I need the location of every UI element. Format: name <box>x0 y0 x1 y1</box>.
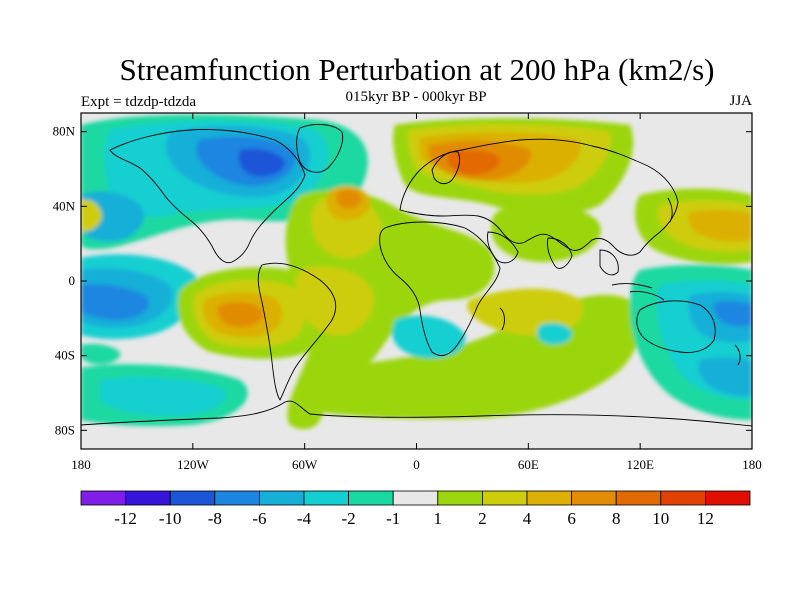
colorbar-swatch <box>303 490 349 506</box>
y-tick-label: 40N <box>53 198 76 213</box>
contour-fill <box>688 209 752 242</box>
colorbar-swatch <box>571 490 617 506</box>
coastline-new-zealand <box>734 344 741 366</box>
coastline-south-america <box>257 262 337 401</box>
colorbar-swatch <box>481 490 528 506</box>
contour-fill <box>217 302 264 328</box>
map-subtitle: 015kyr BP - 000kyr BP <box>345 89 487 105</box>
x-tick-label: 60E <box>518 457 539 472</box>
season-label: JJA <box>729 93 752 109</box>
coastline-madagascar <box>499 307 505 331</box>
contour-fill <box>698 357 752 396</box>
contour-fill <box>81 191 144 242</box>
x-tick-label: 60W <box>292 457 318 472</box>
contour-fill <box>81 343 121 365</box>
contour-fill <box>238 148 285 177</box>
coastline-india <box>547 237 573 269</box>
colorbar-swatch <box>660 490 706 506</box>
coastline-africa <box>379 221 501 356</box>
contour-fill <box>336 189 362 209</box>
colorbar-label: -12 <box>114 509 137 528</box>
colorbar-label: 4 <box>523 509 532 528</box>
colorbar-swatch <box>125 490 171 506</box>
x-axis: 180 120W 60W 0 60E 120E 180 <box>71 113 762 472</box>
colorbar-label: -6 <box>252 509 266 528</box>
colorbar-label: -2 <box>342 509 356 528</box>
colorbar-label: 6 <box>567 509 576 528</box>
colorbar-swatch <box>214 490 260 506</box>
y-axis: 80N 40N 0 40S 80S <box>53 124 752 437</box>
colorbar-swatch <box>615 490 662 506</box>
colorbar-swatch <box>437 490 483 506</box>
y-tick-label: 0 <box>69 273 76 288</box>
colorbar-swatch <box>705 490 751 506</box>
coastlines <box>81 124 752 427</box>
contour-fill <box>537 322 572 345</box>
colorbar-label: -4 <box>297 509 312 528</box>
colorbar-swatch <box>169 490 216 506</box>
x-tick-label: 120E <box>626 457 654 472</box>
contour-fill <box>81 199 102 232</box>
contour-fill <box>81 284 149 320</box>
plot-area <box>81 113 752 449</box>
coastline-scandinavia <box>431 151 461 185</box>
x-tick-label: 120W <box>177 457 210 472</box>
contour-fill <box>491 205 601 262</box>
coastline-north-america <box>109 129 306 264</box>
colorbar-label: 12 <box>697 509 714 528</box>
contour-fill <box>100 377 227 416</box>
colorbar-label: 10 <box>652 509 669 528</box>
colorbar-swatch <box>392 490 439 506</box>
contour-fill <box>392 315 466 359</box>
contour-fill <box>713 301 752 327</box>
colorbar-label: 8 <box>612 509 621 528</box>
colorbar-label: -1 <box>386 509 400 528</box>
y-tick-label: 40S <box>55 348 75 363</box>
colorbar-swatch <box>258 490 305 506</box>
contour-fill <box>295 266 374 336</box>
colorbar-label: -8 <box>208 509 222 528</box>
coastline-antarctica <box>81 400 752 427</box>
colorbar: -12 -10 -8 -6 -4 -2 -1 1 2 4 6 8 10 12 <box>80 490 751 528</box>
experiment-label: Expt = tdzdp-tdzda <box>81 94 197 110</box>
colorbar-swatch <box>80 490 126 506</box>
colorbar-label: 2 <box>478 509 487 528</box>
colorbar-label: -10 <box>159 509 182 528</box>
colorbar-label: 1 <box>434 509 443 528</box>
coastline-se-asia <box>599 249 665 301</box>
coastline-greenland <box>296 124 344 173</box>
coastline-arabia <box>487 231 519 264</box>
x-tick-label: 180 <box>71 457 91 472</box>
map-title: Streamfunction Perturbation at 200 hPa (… <box>119 52 715 87</box>
x-tick-label: 0 <box>413 457 420 472</box>
y-tick-label: 80N <box>53 124 76 139</box>
coastline-australia <box>636 300 716 353</box>
colorbar-swatch <box>348 490 394 506</box>
y-tick-label: 80S <box>55 422 75 437</box>
colorbar-swatch <box>526 490 572 506</box>
coastline-japan <box>667 197 673 223</box>
coastline-eurasia <box>399 138 679 256</box>
contour-fill <box>447 150 501 175</box>
x-tick-label: 180 <box>742 457 762 472</box>
